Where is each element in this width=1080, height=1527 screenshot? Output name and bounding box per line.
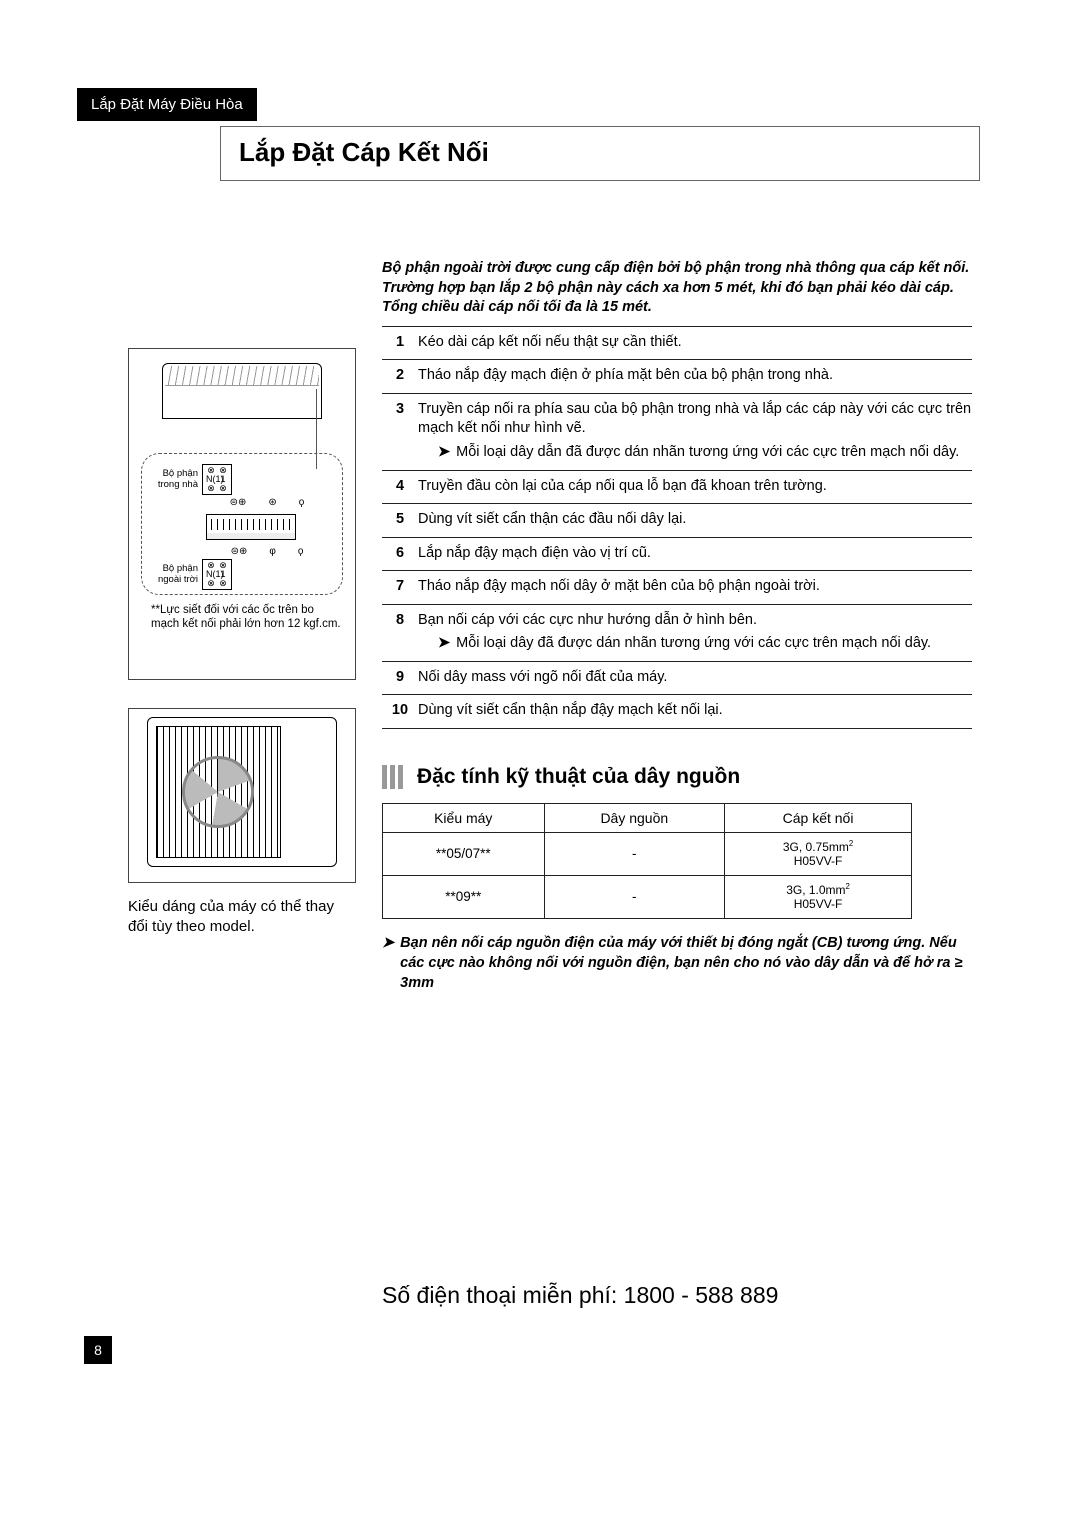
- cell: -: [544, 833, 725, 876]
- table-row: **05/07** - 3G, 0.75mm2 H05VV-F: [383, 833, 912, 876]
- step-number: 9: [382, 668, 418, 688]
- spec-heading: Đặc tính kỹ thuật của dây nguồn: [382, 765, 972, 789]
- cell: 3G, 1.0mm2 H05VV-F: [725, 875, 912, 918]
- spec-heading-text: Đặc tính kỹ thuật của dây nguồn: [417, 765, 740, 789]
- arrow-icon: ➤: [382, 933, 394, 994]
- mini-outdoor-icon: [206, 514, 296, 540]
- step-row: 5Dùng vít siết cẩn thận các đầu nối dây …: [382, 504, 972, 538]
- step-subnote: ➤Mỗi loại dây đã được dán nhãn tương ứng…: [418, 634, 972, 654]
- page-number: 8: [84, 1336, 112, 1364]
- step-row: 8Bạn nối cáp với các cực như hướng dẫn ở…: [382, 605, 972, 662]
- hotline: Số điện thoại miễn phí: 1800 - 588 889: [382, 1282, 778, 1309]
- step-text: Tháo nắp đậy mạch nối dây ở mặt bên của …: [418, 577, 972, 597]
- section-tab: Lắp Đặt Máy Điều Hòa: [77, 88, 257, 121]
- step-row: 3Truyền cáp nối ra phía sau của bộ phận …: [382, 394, 972, 471]
- left-column: Bộ phận trong nhà ⊗⊗ N(1)1 ⊗⊗ ⊜⊕⊛ϙ ⊜⊕φϙ …: [128, 348, 358, 938]
- wiring-diagram: Bộ phận trong nhà ⊗⊗ N(1)1 ⊗⊗ ⊜⊕⊛ϙ ⊜⊕φϙ …: [128, 348, 356, 680]
- arrow-icon: ➤: [438, 634, 450, 654]
- step-number: 4: [382, 477, 418, 497]
- cell: **05/07**: [383, 833, 545, 876]
- outdoor-unit-diagram: [128, 708, 356, 883]
- page-title: Lắp Đặt Cáp Kết Nối: [239, 137, 961, 168]
- step-row: 4Truyền đầu còn lại của cáp nối qua lỗ b…: [382, 471, 972, 505]
- cell: 3G, 0.75mm2 H05VV-F: [725, 833, 912, 876]
- step-number: 5: [382, 510, 418, 530]
- step-number: 10: [382, 701, 418, 721]
- step-row: 10Dùng vít siết cẩn thận nắp đậy mạch kế…: [382, 695, 972, 729]
- cell: -: [544, 875, 725, 918]
- step-row: 1Kéo dài cáp kết nối nếu thật sự cần thi…: [382, 327, 972, 361]
- heading-bars-icon: [382, 765, 403, 789]
- step-number: 3: [382, 400, 418, 463]
- indoor-label: Bộ phận trong nhà: [146, 469, 202, 490]
- col-power: Dây nguồn: [544, 804, 725, 833]
- step-text: Nối dây mass với ngõ nối đất của máy.: [418, 668, 972, 688]
- step-number: 7: [382, 577, 418, 597]
- step-subnote: ➤Mỗi loại dây dẫn đã được dán nhãn tương…: [418, 443, 972, 463]
- step-text: Truyền cáp nối ra phía sau của bộ phận t…: [418, 400, 972, 463]
- right-column: Bộ phận ngoài trời được cung cấp điện bở…: [382, 259, 972, 993]
- cell: **09**: [383, 875, 545, 918]
- col-model: Kiểu máy: [383, 804, 545, 833]
- col-cable: Cáp kết nối: [725, 804, 912, 833]
- step-text: Kéo dài cáp kết nối nếu thật sự cần thiế…: [418, 333, 972, 353]
- step-number: 1: [382, 333, 418, 353]
- step-row: 6Lắp nắp đậy mạch điện vào vị trí cũ.: [382, 538, 972, 572]
- step-number: 6: [382, 544, 418, 564]
- table-row: Kiểu máy Dây nguồn Cáp kết nối: [383, 804, 912, 833]
- title-box: Lắp Đặt Cáp Kết Nối: [220, 126, 980, 181]
- model-note: Kiểu dáng của máy có thể thay đổi tùy th…: [128, 897, 358, 938]
- outdoor-label: Bộ phận ngoài trời: [146, 564, 202, 585]
- step-text: Dùng vít siết cẩn thận nắp đậy mạch kết …: [418, 701, 972, 721]
- outdoor-terminal-icon: ⊗⊗ N(1)1 ⊗⊗: [202, 559, 232, 590]
- indoor-terminal-icon: ⊗⊗ N(1)1 ⊗⊗: [202, 464, 232, 495]
- steps-list: 1Kéo dài cáp kết nối nếu thật sự cần thi…: [382, 326, 972, 729]
- footnote: ➤ Bạn nên nối cáp nguồn điện của máy với…: [382, 933, 972, 994]
- intro-paragraph: Bộ phận ngoài trời được cung cấp điện bở…: [382, 259, 972, 326]
- step-row: 7Tháo nắp đậy mạch nối dây ở mặt bên của…: [382, 571, 972, 605]
- spec-table: Kiểu máy Dây nguồn Cáp kết nối **05/07**…: [382, 803, 912, 919]
- step-text: Bạn nối cáp với các cực như hướng dẫn ở …: [418, 611, 972, 654]
- step-row: 2Tháo nắp đậy mạch điện ở phía mặt bên c…: [382, 360, 972, 394]
- arrow-icon: ➤: [438, 443, 450, 463]
- terminal-detail-box: Bộ phận trong nhà ⊗⊗ N(1)1 ⊗⊗ ⊜⊕⊛ϙ ⊜⊕φϙ …: [141, 453, 343, 595]
- step-text: Lắp nắp đậy mạch điện vào vị trí cũ.: [418, 544, 972, 564]
- step-text: Truyền đầu còn lại của cáp nối qua lỗ bạ…: [418, 477, 972, 497]
- footnote-text: Bạn nên nối cáp nguồn điện của máy với t…: [400, 933, 972, 994]
- step-number: 8: [382, 611, 418, 654]
- torque-note: **Lực siết đối với các ốc trên bo mạch k…: [135, 595, 349, 632]
- step-number: 2: [382, 366, 418, 386]
- step-text: Tháo nắp đậy mạch điện ở phía mặt bên củ…: [418, 366, 972, 386]
- step-row: 9Nối dây mass với ngõ nối đất của máy.: [382, 662, 972, 696]
- step-text: Dùng vít siết cẩn thận các đầu nối dây l…: [418, 510, 972, 530]
- table-row: **09** - 3G, 1.0mm2 H05VV-F: [383, 875, 912, 918]
